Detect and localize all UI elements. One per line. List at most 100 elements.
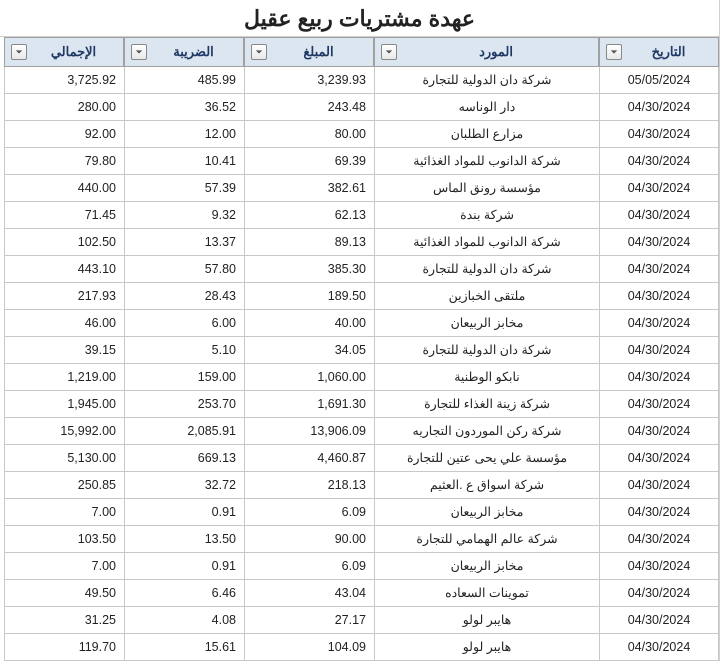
cell-vendor: شركة زينة الغذاء للتجارة: [374, 391, 599, 418]
cell-tax: 57.39: [124, 175, 244, 202]
spreadsheet: عهدة مشتريات ربيع عقيل التاريخالموردالمب…: [0, 0, 720, 661]
cell-total: 217.93: [4, 283, 124, 310]
column-header-label: المبلغ: [270, 44, 367, 60]
cell-date: 04/30/2024: [599, 310, 719, 337]
cell-vendor: مزارع الطلبان: [374, 121, 599, 148]
cell-total: 250.85: [4, 472, 124, 499]
table-row: 04/30/2024ملتقى الخبازين189.5028.43217.9…: [0, 283, 719, 310]
cell-total: 46.00: [4, 310, 124, 337]
cell-vendor: مخابز الربيعان: [374, 310, 599, 337]
cell-date: 04/30/2024: [599, 418, 719, 445]
cell-amount: 4,460.87: [244, 445, 374, 472]
cell-tax: 5.10: [124, 337, 244, 364]
cell-tax: 2,085.91: [124, 418, 244, 445]
table-row: 04/30/2024شركة الدانوب للمواد الغذائية89…: [0, 229, 719, 256]
cell-tax: 485.99: [124, 67, 244, 94]
cell-date: 04/30/2024: [599, 364, 719, 391]
cell-amount: 40.00: [244, 310, 374, 337]
filter-dropdown-icon[interactable]: [11, 44, 27, 60]
cell-date: 04/30/2024: [599, 256, 719, 283]
table-row: 04/30/2024شركة بندة62.139.3271.45: [0, 202, 719, 229]
cell-vendor: شركة اسواق ع .العثيم: [374, 472, 599, 499]
cell-amount: 1,060.00: [244, 364, 374, 391]
column-header-date[interactable]: التاريخ: [599, 37, 719, 67]
cell-total: 15,992.00: [4, 418, 124, 445]
cell-vendor: شركة الدانوب للمواد الغذائية: [374, 229, 599, 256]
cell-amount: 218.13: [244, 472, 374, 499]
cell-date: 04/30/2024: [599, 229, 719, 256]
cell-total: 440.00: [4, 175, 124, 202]
cell-vendor: مخابز الربيعان: [374, 553, 599, 580]
cell-vendor: مؤسسة علي يحى عتين للتجارة: [374, 445, 599, 472]
column-header-vendor[interactable]: المورد: [374, 37, 599, 67]
cell-total: 103.50: [4, 526, 124, 553]
cell-tax: 13.50: [124, 526, 244, 553]
cell-date: 04/30/2024: [599, 337, 719, 364]
filter-dropdown-icon[interactable]: [131, 44, 147, 60]
cell-amount: 3,239.93: [244, 67, 374, 94]
cell-vendor: نابكو الوطنية: [374, 364, 599, 391]
cell-total: 102.50: [4, 229, 124, 256]
cell-tax: 12.00: [124, 121, 244, 148]
cell-date: 04/30/2024: [599, 283, 719, 310]
column-header-label: الإجمالي: [30, 44, 117, 60]
cell-date: 04/30/2024: [599, 472, 719, 499]
cell-tax: 4.08: [124, 607, 244, 634]
column-header-amount[interactable]: المبلغ: [244, 37, 374, 67]
data-rows: 05/05/2024شركة دان الدولية للتجارة3,239.…: [0, 67, 719, 661]
cell-tax: 253.70: [124, 391, 244, 418]
cell-date: 04/30/2024: [599, 391, 719, 418]
column-header-total[interactable]: الإجمالي: [4, 37, 124, 67]
column-header-label: المورد: [400, 44, 592, 60]
table-row: 04/30/2024شركة زينة الغذاء للتجارة1,691.…: [0, 391, 719, 418]
cell-date: 04/30/2024: [599, 121, 719, 148]
cell-vendor: شركة دان الدولية للتجارة: [374, 67, 599, 94]
cell-vendor: شركة ركن الموردون التجاريه: [374, 418, 599, 445]
cell-date: 04/30/2024: [599, 148, 719, 175]
cell-amount: 43.04: [244, 580, 374, 607]
cell-amount: 189.50: [244, 283, 374, 310]
column-header-label: الضريبة: [150, 44, 237, 60]
filter-dropdown-icon[interactable]: [381, 44, 397, 60]
cell-tax: 6.46: [124, 580, 244, 607]
cell-vendor: دار الوناسه: [374, 94, 599, 121]
cell-date: 04/30/2024: [599, 634, 719, 661]
filter-dropdown-icon[interactable]: [251, 44, 267, 60]
column-header-tax[interactable]: الضريبة: [124, 37, 244, 67]
table-row: 04/30/2024هايبر لولو104.0915.61119.70: [0, 634, 719, 661]
cell-date: 04/30/2024: [599, 175, 719, 202]
cell-amount: 90.00: [244, 526, 374, 553]
filter-dropdown-icon[interactable]: [606, 44, 622, 60]
cell-amount: 104.09: [244, 634, 374, 661]
cell-amount: 89.13: [244, 229, 374, 256]
table-row: 04/30/2024تموينات السعاده43.046.4649.50: [0, 580, 719, 607]
cell-amount: 6.09: [244, 499, 374, 526]
table-row: 04/30/2024مخابز الربيعان40.006.0046.00: [0, 310, 719, 337]
table-row: 04/30/2024مؤسسة علي يحى عتين للتجارة4,46…: [0, 445, 719, 472]
cell-amount: 243.48: [244, 94, 374, 121]
table-row: 04/30/2024شركة اسواق ع .العثيم218.1332.7…: [0, 472, 719, 499]
cell-vendor: مخابز الربيعان: [374, 499, 599, 526]
cell-amount: 385.30: [244, 256, 374, 283]
header-row: التاريخ المورد المبلغ الضريبة الإجمالي: [0, 37, 719, 67]
cell-date: 04/30/2024: [599, 607, 719, 634]
cell-total: 3,725.92: [4, 67, 124, 94]
table-row: 04/30/2024شركة ركن الموردون التجاريه13,9…: [0, 418, 719, 445]
cell-vendor: شركة دان الدولية للتجارة: [374, 337, 599, 364]
table-row: 04/30/2024هايبر لولو27.174.0831.25: [0, 607, 719, 634]
cell-tax: 15.61: [124, 634, 244, 661]
cell-date: 04/30/2024: [599, 202, 719, 229]
cell-date: 05/05/2024: [599, 67, 719, 94]
table-row: 04/30/2024مؤسسة رونق الماس382.6157.39440…: [0, 175, 719, 202]
cell-date: 04/30/2024: [599, 580, 719, 607]
cell-tax: 0.91: [124, 553, 244, 580]
cell-amount: 13,906.09: [244, 418, 374, 445]
cell-total: 280.00: [4, 94, 124, 121]
cell-vendor: تموينات السعاده: [374, 580, 599, 607]
cell-vendor: مؤسسة رونق الماس: [374, 175, 599, 202]
cell-tax: 32.72: [124, 472, 244, 499]
cell-total: 5,130.00: [4, 445, 124, 472]
cell-tax: 669.13: [124, 445, 244, 472]
cell-vendor: شركة بندة: [374, 202, 599, 229]
cell-total: 79.80: [4, 148, 124, 175]
